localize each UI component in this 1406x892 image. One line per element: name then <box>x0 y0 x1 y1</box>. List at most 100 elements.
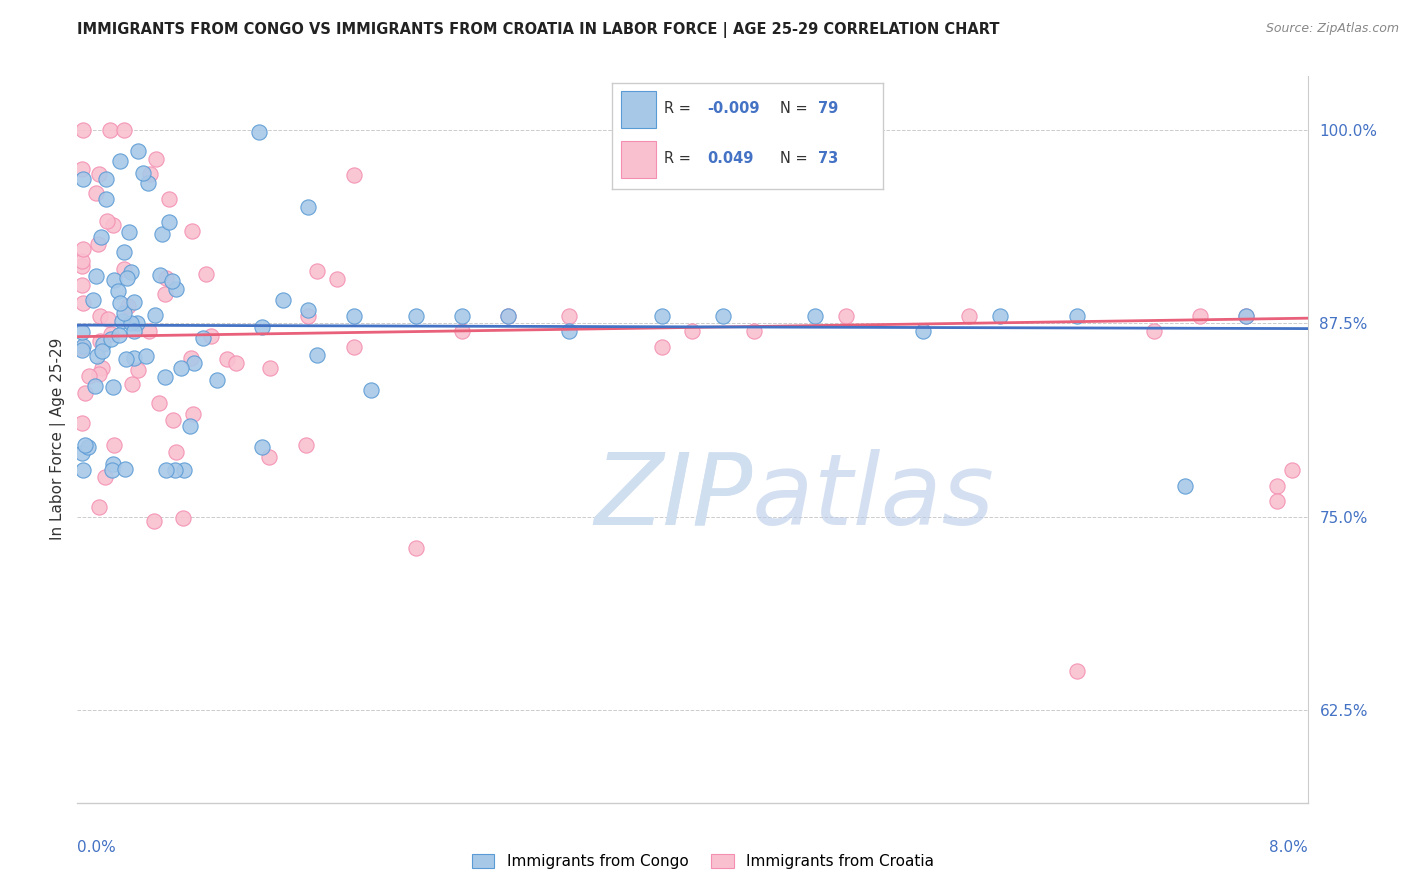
Point <box>250 440 273 454</box>
Point <box>297 303 319 318</box>
Point <box>70 446 93 460</box>
Point <box>225 356 247 370</box>
Point <box>343 168 366 182</box>
Point <box>103 218 125 232</box>
Point <box>101 380 124 394</box>
Point <box>93 337 115 351</box>
Point <box>343 339 366 353</box>
Point <box>195 267 218 281</box>
Point <box>651 339 673 353</box>
Point <box>835 309 858 323</box>
Text: 8.0%: 8.0% <box>1268 840 1308 855</box>
Point <box>94 171 117 186</box>
Point <box>651 309 673 323</box>
Point <box>259 450 281 465</box>
Point <box>360 384 382 398</box>
Point <box>804 309 827 323</box>
Point <box>73 438 96 452</box>
Point <box>127 144 149 158</box>
Point <box>103 273 125 287</box>
Point <box>163 463 186 477</box>
Point <box>142 514 165 528</box>
Point <box>84 379 107 393</box>
Point <box>297 200 319 214</box>
Point <box>111 313 134 327</box>
Point <box>179 418 201 433</box>
Point <box>112 306 135 320</box>
Point <box>1234 309 1257 323</box>
Point <box>162 412 184 426</box>
Point <box>988 309 1011 323</box>
Point <box>138 324 160 338</box>
Point <box>75 385 97 400</box>
Text: ZIPatlas: ZIPatlas <box>595 449 994 546</box>
Point <box>1174 479 1197 493</box>
Point <box>89 310 111 324</box>
Point <box>72 123 94 137</box>
Point <box>200 329 222 343</box>
Point <box>450 309 472 323</box>
Point <box>121 376 143 391</box>
Point <box>1265 494 1288 508</box>
Point <box>131 166 153 180</box>
Point <box>98 123 121 137</box>
Point <box>115 270 138 285</box>
Point <box>70 325 93 339</box>
Point <box>108 296 131 310</box>
Point <box>181 407 204 421</box>
Point <box>107 327 129 342</box>
Point <box>405 541 427 555</box>
Point <box>87 168 110 182</box>
Text: ZIP: ZIP <box>595 449 752 546</box>
Point <box>82 293 104 308</box>
Point <box>162 274 184 288</box>
Point <box>70 416 93 430</box>
Point <box>295 438 318 452</box>
Point <box>96 192 118 206</box>
Point <box>93 470 115 484</box>
Point <box>912 324 935 338</box>
Point <box>143 308 166 322</box>
Point <box>180 351 202 365</box>
Point <box>72 338 94 352</box>
Point <box>326 271 349 285</box>
Point <box>72 172 94 186</box>
Point <box>297 309 319 323</box>
Point <box>682 324 704 338</box>
Point <box>72 296 94 310</box>
Point <box>148 396 170 410</box>
Point <box>84 186 107 200</box>
Point <box>136 176 159 190</box>
Point <box>96 213 118 227</box>
Point <box>1265 479 1288 493</box>
Point <box>1143 324 1166 338</box>
Point <box>125 316 148 330</box>
Point <box>101 457 124 471</box>
Point <box>165 445 187 459</box>
Legend: Immigrants from Congo, Immigrants from Croatia: Immigrants from Congo, Immigrants from C… <box>465 848 941 875</box>
Point <box>1281 463 1303 477</box>
Point <box>135 349 157 363</box>
Point <box>114 351 136 366</box>
Point <box>72 463 94 477</box>
Point <box>170 360 193 375</box>
Point <box>100 332 122 346</box>
Point <box>70 161 93 176</box>
Point <box>153 287 176 301</box>
Point <box>181 224 204 238</box>
Point <box>711 309 734 323</box>
Point <box>172 511 194 525</box>
Point <box>157 192 180 206</box>
Point <box>112 244 135 259</box>
Point <box>117 299 139 313</box>
Point <box>215 352 238 367</box>
Point <box>70 277 93 292</box>
Text: 0.0%: 0.0% <box>77 840 117 855</box>
Point <box>558 324 581 338</box>
Point <box>108 153 131 168</box>
Point <box>153 369 176 384</box>
Point <box>70 341 93 355</box>
Point <box>124 324 146 338</box>
Point <box>183 356 205 370</box>
Point <box>450 324 472 338</box>
